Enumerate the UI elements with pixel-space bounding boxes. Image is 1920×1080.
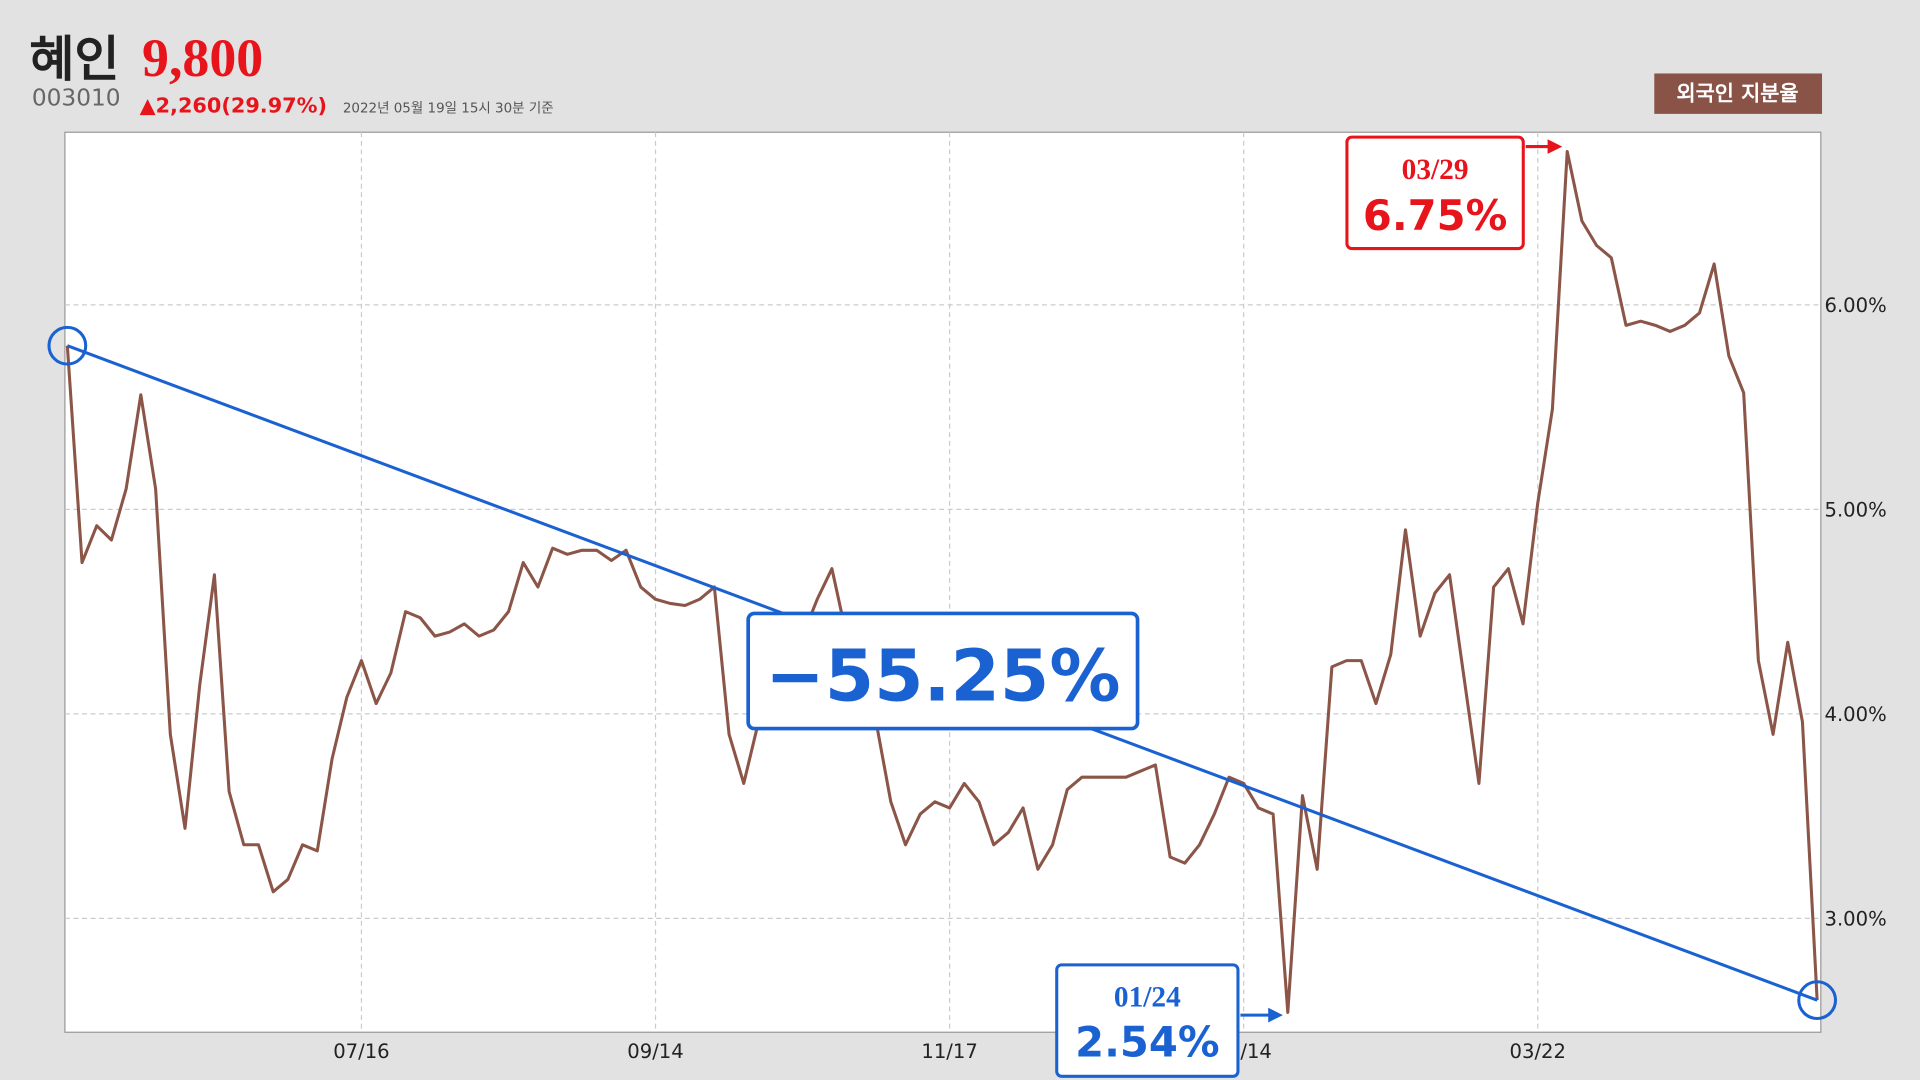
badge-bg	[1654, 73, 1823, 114]
price-change: ▲2,260(29.97%)	[140, 94, 327, 118]
x-tick-label: 09/14	[627, 1040, 683, 1063]
low-date: 01/24	[1114, 982, 1181, 1014]
plot-area	[64, 131, 1822, 1033]
x-tick-label: 03/22	[1510, 1040, 1566, 1063]
change-box	[746, 611, 1140, 731]
badge: 외국인 지분율	[1677, 81, 1799, 105]
trend-start	[47, 325, 88, 366]
stock-code: 003010	[32, 84, 121, 111]
high-value: 6.75%	[1363, 191, 1507, 240]
timestamp: 2022년 05월 19일 15시 30분 기준	[343, 101, 554, 117]
low-box	[1055, 963, 1240, 1078]
stock-price: 9,800	[142, 28, 263, 88]
x-tick-label: 07/16	[333, 1040, 389, 1063]
y-tick-label: 4.00%	[1824, 703, 1886, 726]
high-box	[1345, 135, 1525, 251]
high-date: 03/29	[1402, 154, 1469, 186]
high-arrowhead	[1547, 139, 1563, 154]
stock-name: 혜인	[29, 31, 119, 88]
trend-end	[1797, 980, 1838, 1021]
change-label: −55.25%	[765, 634, 1120, 717]
low-value: 2.54%	[1075, 1018, 1219, 1067]
y-tick-label: 5.00%	[1824, 499, 1886, 522]
low-arrowhead	[1268, 1007, 1283, 1023]
x-tick-label: 11/17	[921, 1040, 977, 1063]
y-tick-label: 3.00%	[1824, 908, 1886, 931]
y-tick-label: 6.00%	[1824, 294, 1886, 317]
data-line	[65, 149, 1819, 1014]
